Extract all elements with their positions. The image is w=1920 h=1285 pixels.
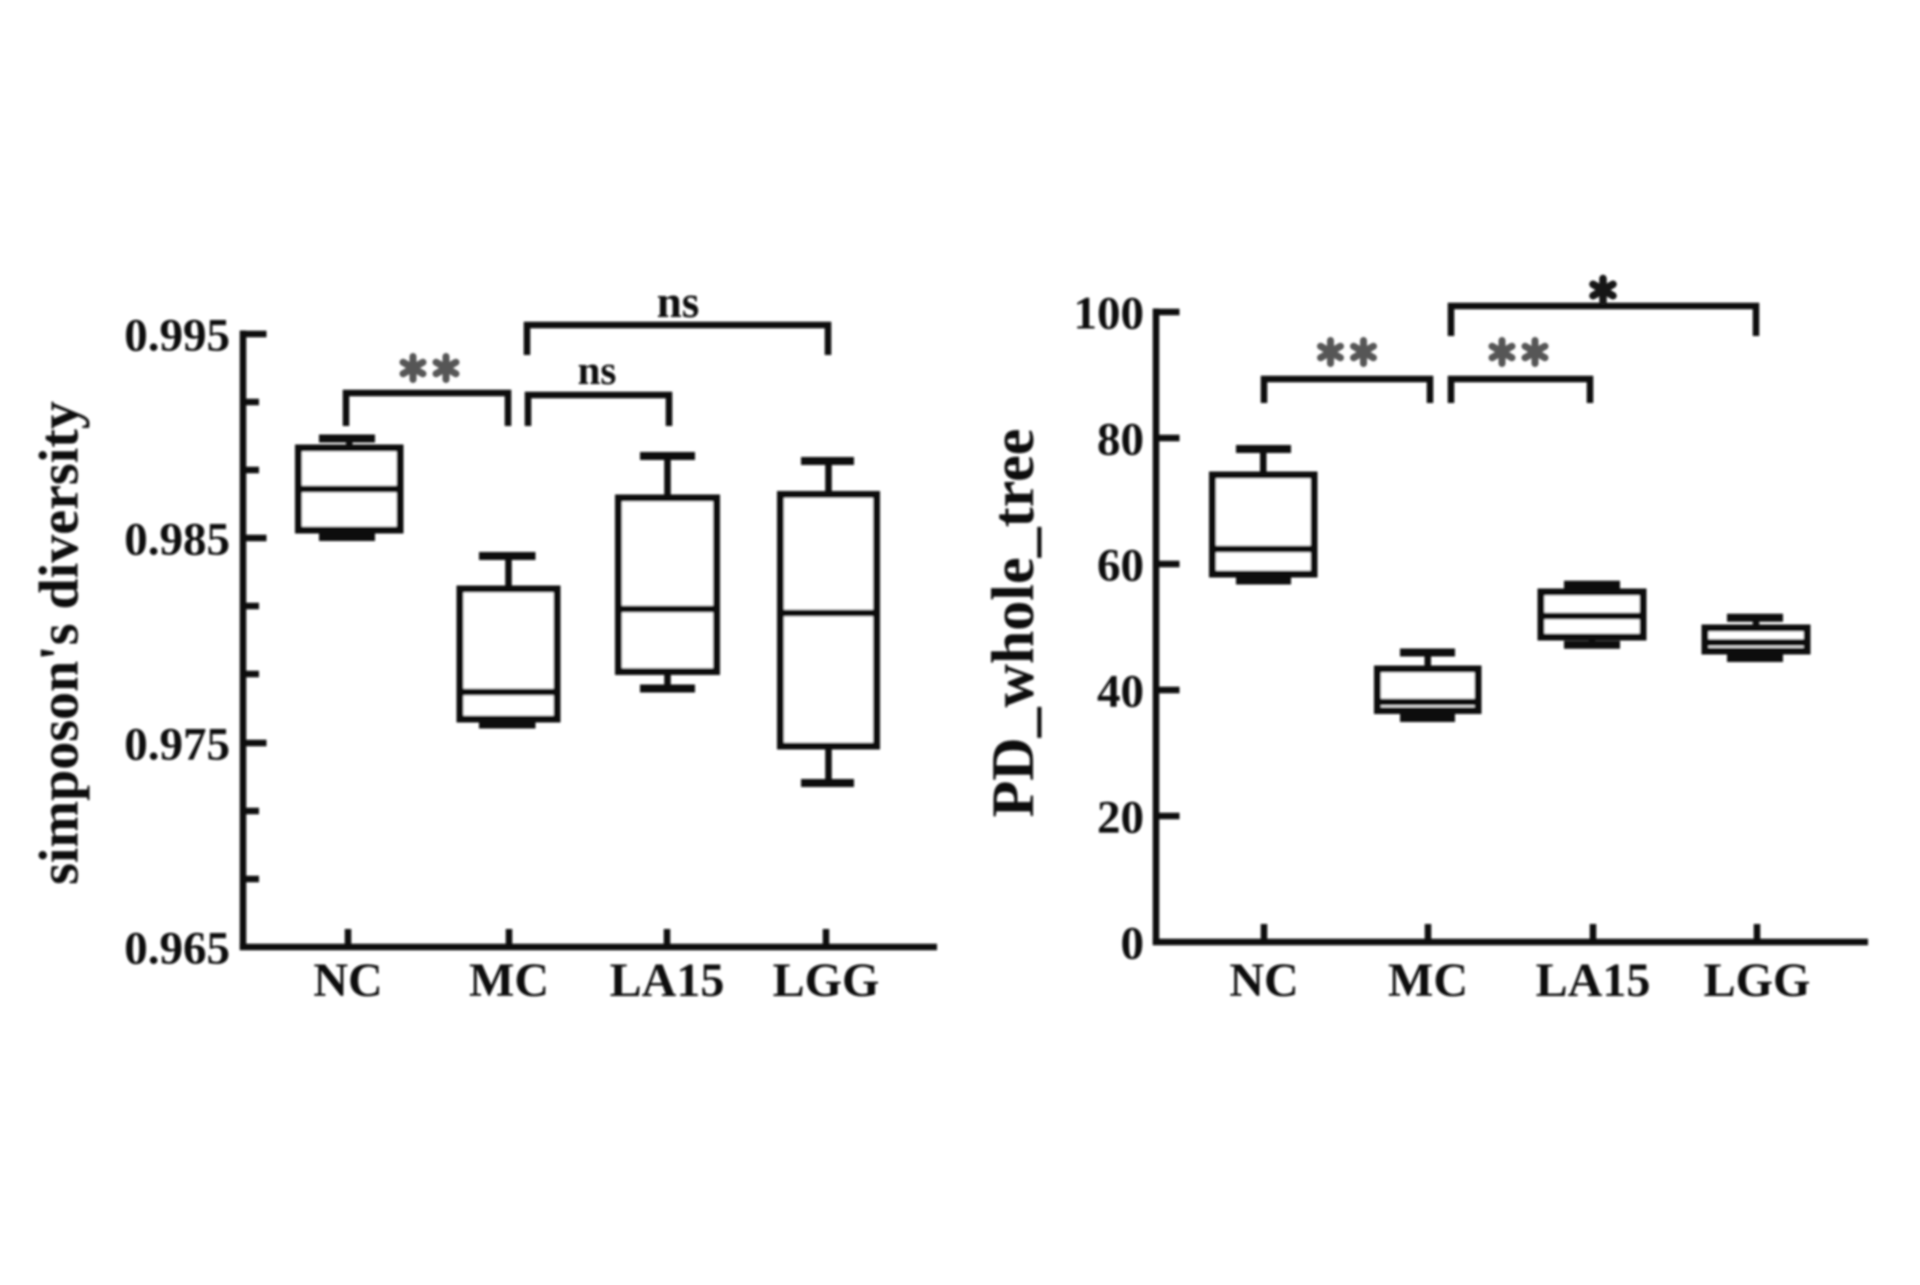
svg-text:0.995: 0.995 [124,310,230,362]
svg-text:LGG: LGG [1704,954,1811,1007]
svg-text:PD_whole_tree: PD_whole_tree [980,429,1046,818]
svg-text:MC: MC [469,954,549,1007]
svg-text:NC: NC [313,954,382,1007]
svg-text:MC: MC [1388,954,1468,1007]
svg-text:NC: NC [1229,954,1298,1007]
svg-text:80: 80 [1097,414,1144,466]
svg-text:60: 60 [1097,540,1144,592]
svg-text:0: 0 [1121,918,1145,970]
svg-text:0.985: 0.985 [124,514,230,566]
svg-text:40: 40 [1097,666,1144,718]
svg-text:LGG: LGG [773,954,880,1007]
svg-text:ns: ns [657,277,700,327]
svg-text:100: 100 [1074,288,1145,340]
svg-text:simposon's diversity: simposon's diversity [29,401,91,885]
svg-text:LA15: LA15 [1536,954,1651,1007]
svg-text:0.975: 0.975 [124,719,230,771]
svg-text:0.965: 0.965 [124,923,230,975]
svg-text:ns: ns [578,347,617,393]
svg-text:LA15: LA15 [610,954,725,1007]
svg-text:20: 20 [1097,792,1144,844]
